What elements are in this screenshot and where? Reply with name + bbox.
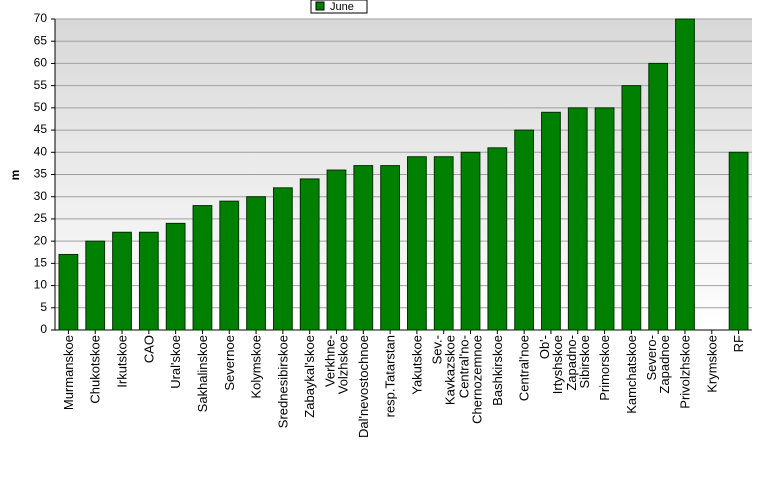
bar — [353, 165, 374, 331]
x-tick-label: Krymskoe — [704, 335, 720, 393]
x-tick-label: Murmanskoe — [60, 335, 76, 411]
bar — [514, 129, 535, 331]
x-tick-label: Chukotskoe — [87, 335, 103, 404]
y-tick-label: 20 — [34, 233, 48, 247]
y-tick-label: 65 — [34, 33, 48, 47]
bar — [541, 111, 561, 331]
y-tick-label: 30 — [34, 189, 48, 203]
bar — [219, 200, 240, 331]
bar — [621, 85, 642, 331]
bar — [675, 18, 695, 331]
x-tick-label: Verkhne- Volzhskoe — [322, 335, 351, 395]
y-tick-label: 40 — [34, 144, 48, 158]
y-tick-label: 60 — [34, 56, 48, 70]
x-tick-label: Severnoe — [221, 335, 237, 391]
y-tick-label: 55 — [34, 78, 48, 92]
x-tick-label: Kamchatskoe — [623, 335, 639, 414]
bar — [165, 222, 186, 331]
bar — [567, 107, 588, 331]
bar — [246, 196, 266, 331]
y-tick-label: 25 — [34, 211, 48, 225]
bar — [407, 156, 427, 331]
x-tick-label: Kolymskoe — [248, 335, 264, 399]
y-tick-label: 70 — [34, 11, 48, 25]
x-tick-label: Ural'skoe — [168, 335, 184, 389]
x-tick-label: Privolzhskoe — [677, 335, 693, 409]
x-tick-label: Zabaykal'skoe — [302, 335, 318, 418]
y-tick-label: 15 — [34, 256, 48, 270]
x-tick-label: Sev.- Kavkazskoe — [429, 335, 458, 406]
bar — [85, 240, 106, 331]
x-tick-label: resp.Tatarstan — [382, 335, 398, 418]
x-tick-label: Yakutskoe — [409, 335, 425, 395]
x-tick-label: Bashkirskoe — [489, 335, 505, 406]
bar — [138, 231, 159, 331]
x-tick-label: RF — [731, 335, 747, 353]
bar — [58, 253, 79, 331]
x-tick-label: Sakhalinskoe — [194, 335, 210, 413]
x-tick-label: Central'no- Chernozemnoe — [456, 335, 485, 424]
x-tick-label: Srednesibirskoe — [275, 335, 291, 429]
y-tick-label: 5 — [40, 300, 47, 314]
x-tick-label: Dal'nevostochnoe — [355, 335, 371, 438]
bar — [460, 151, 481, 331]
bar — [594, 107, 615, 331]
legend-box — [310, 0, 368, 14]
x-tick-label: Irkutskoe — [114, 335, 130, 388]
bar — [272, 187, 293, 331]
y-tick-label: 10 — [34, 278, 48, 292]
x-tick-label: Central'noe — [516, 335, 532, 402]
x-tick-label: Severo- Zapadnoe — [644, 335, 673, 394]
bar — [487, 147, 508, 331]
x-tick-label: CAO — [141, 335, 157, 364]
bar — [326, 169, 347, 331]
legend-label: June — [330, 1, 354, 13]
y-tick-label: 50 — [34, 100, 48, 114]
x-tick-label: Primorskoe — [597, 335, 613, 401]
legend-swatch — [315, 1, 325, 11]
bar — [299, 178, 320, 331]
bar — [648, 62, 669, 331]
x-tick-label: Zapadno- Sibirskoe — [563, 335, 592, 391]
bar — [380, 165, 400, 331]
bar — [433, 156, 454, 331]
bar — [192, 205, 213, 331]
y-axis-label: m — [8, 170, 22, 181]
bar — [728, 151, 749, 331]
bar — [112, 231, 132, 331]
x-tick-label: Ob'- Irtyshskoe — [536, 335, 565, 395]
y-tick-label: 0 — [40, 322, 47, 336]
chart: June m 0 5 10 15 20 25 30 35 40 45 50 55 60 65 70 — [8, 0, 752, 336]
y-tick-label: 35 — [34, 167, 48, 181]
y-tick-label: 45 — [34, 122, 48, 136]
